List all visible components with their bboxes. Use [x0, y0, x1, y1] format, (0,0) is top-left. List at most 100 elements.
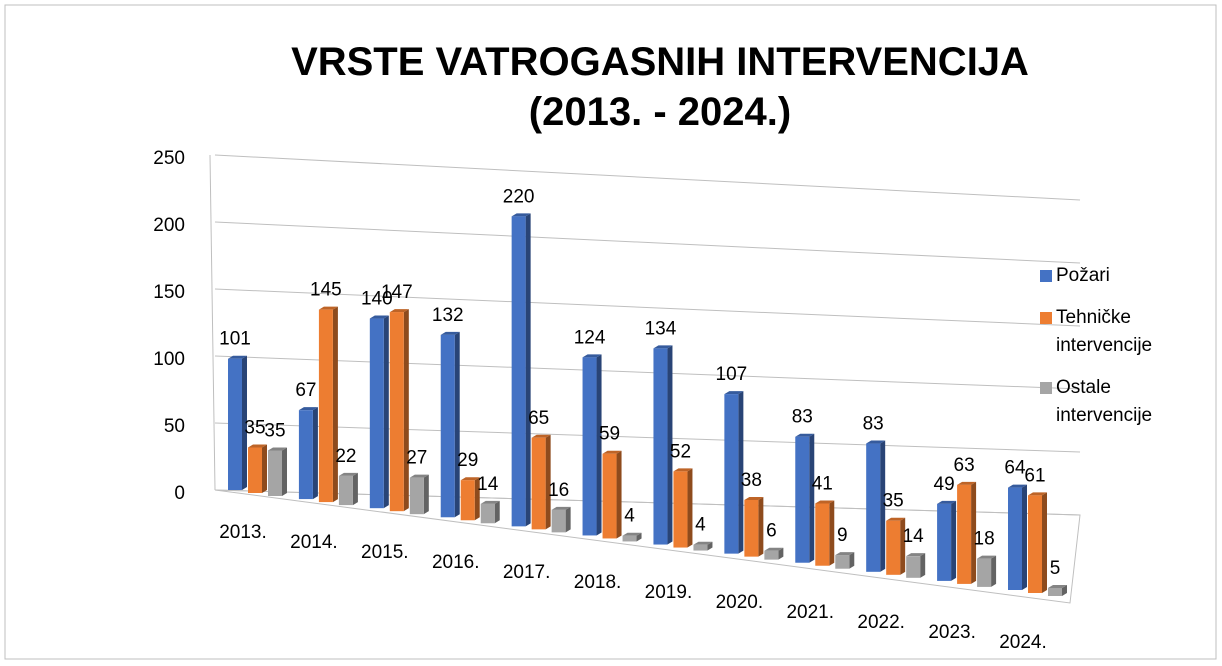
bar [318, 309, 333, 503]
bar-side [636, 532, 642, 542]
bar [886, 520, 901, 575]
bar [866, 443, 881, 572]
bar-side [494, 500, 500, 524]
bar-side [707, 541, 713, 551]
bar-top [511, 213, 531, 217]
bar [338, 475, 353, 506]
data-label: 65 [528, 408, 549, 429]
y-tick-label: 150 [153, 282, 185, 303]
bar-side [423, 474, 429, 515]
data-label: 22 [335, 446, 356, 467]
bar [440, 334, 455, 518]
bar-side [474, 477, 480, 521]
bar [1048, 588, 1062, 596]
x-tick-label: 2013. [219, 522, 267, 543]
bar-top [886, 517, 906, 521]
data-label: 18 [974, 529, 995, 550]
data-label: 5 [1050, 558, 1061, 579]
data-label: 35 [244, 418, 265, 439]
bar [1008, 487, 1022, 590]
grid-line [214, 288, 1081, 327]
bar-top [1048, 585, 1067, 588]
bar [369, 318, 384, 509]
legend-item: Ostale intervencije [1040, 374, 1200, 430]
x-tick-label: 2015. [361, 542, 409, 563]
bar [228, 358, 242, 490]
bar-side [758, 496, 764, 557]
x-tick-label: 2016. [432, 552, 480, 573]
data-label: 6 [766, 521, 777, 542]
data-label: 14 [477, 474, 499, 495]
data-label: 9 [837, 525, 848, 546]
grid-line [214, 422, 1081, 453]
data-label: 35 [883, 491, 904, 512]
bar [937, 503, 952, 581]
legend-item: Požari [1040, 262, 1200, 290]
data-label: 101 [219, 329, 251, 350]
grid-line [214, 154, 1081, 201]
bar-top [906, 553, 926, 557]
data-label: 29 [457, 450, 478, 471]
data-label: 59 [599, 424, 620, 445]
bar-side [545, 434, 551, 530]
bar-top [744, 496, 764, 500]
bar [622, 535, 637, 542]
bar-side [829, 500, 835, 566]
bar [653, 348, 668, 545]
data-label: 107 [716, 364, 748, 385]
bar-side [991, 555, 997, 587]
bar [602, 453, 617, 539]
legend-swatch [1040, 312, 1052, 324]
bar-side [454, 331, 460, 518]
bar [977, 558, 992, 587]
data-label: 14 [903, 526, 925, 547]
bar-top [673, 468, 693, 472]
bar-side [262, 444, 267, 493]
x-tick-label: 2017. [503, 562, 551, 583]
x-tick-label: 2014. [290, 532, 338, 553]
data-label: 4 [695, 515, 706, 536]
bar [511, 216, 526, 527]
data-label: 16 [548, 480, 569, 501]
bar-top [795, 433, 815, 437]
data-label: 134 [645, 318, 677, 339]
bar-top [551, 506, 571, 510]
bar-side [667, 345, 673, 545]
bar-top [977, 555, 997, 559]
bar-top [653, 345, 673, 349]
bar-top [764, 547, 784, 551]
bar-side [951, 500, 957, 581]
bar [409, 477, 424, 515]
bar-side [282, 447, 287, 496]
bar [815, 503, 830, 566]
data-label: 67 [295, 380, 316, 401]
bar-side [332, 306, 338, 503]
bar-side [383, 315, 389, 509]
bar-side [596, 354, 602, 536]
bar [389, 312, 404, 512]
data-label: 145 [310, 280, 342, 301]
bar-top [693, 541, 713, 545]
bar [460, 480, 475, 521]
legend-label: Ostale intervencije [1056, 377, 1153, 426]
bar-top [369, 315, 389, 319]
bar-side [971, 481, 977, 584]
bar-top [1008, 484, 1027, 488]
bar-top [1028, 492, 1047, 496]
x-tick-label: 2024. [999, 632, 1047, 653]
y-tick-label: 100 [153, 349, 185, 370]
bar-top [602, 450, 622, 454]
bar-top [389, 309, 409, 313]
x-tick-label: 2023. [928, 622, 976, 643]
bar-top [409, 474, 429, 478]
bar [248, 447, 262, 493]
bar-top [622, 532, 642, 536]
bar-top [268, 447, 287, 451]
bar-side [920, 553, 926, 578]
bar-side [738, 391, 744, 554]
bar [531, 437, 546, 530]
data-label: 38 [741, 470, 762, 491]
data-label: 52 [670, 441, 691, 462]
bar [298, 410, 313, 500]
x-tick-label: 2021. [786, 602, 834, 623]
